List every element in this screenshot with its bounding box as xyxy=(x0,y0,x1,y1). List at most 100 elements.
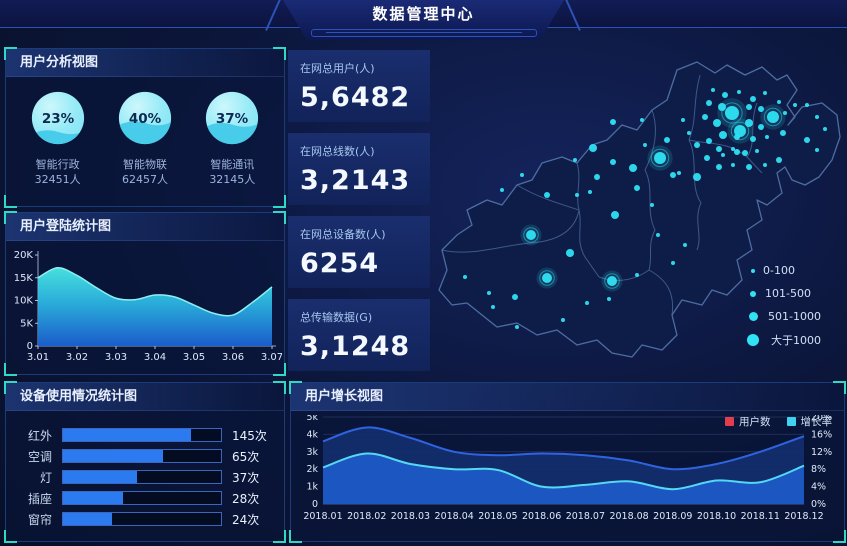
legend-label: 用户数 xyxy=(739,416,771,428)
stat-label: 在网总线数(人) xyxy=(300,145,375,158)
svg-text:0: 0 xyxy=(312,499,318,510)
svg-text:16%: 16% xyxy=(811,429,832,440)
legend-dot-icon xyxy=(751,268,755,273)
bar-value-label: 24次 xyxy=(232,512,260,527)
svg-text:10K: 10K xyxy=(14,296,34,307)
legend-dot-icon xyxy=(747,333,759,346)
legend-dot-icon xyxy=(748,312,758,321)
login-area-chart: 0 5K 10K 15K 20K 3.01 3.02 3.03 3.04 3.05 3.06 3.07 xyxy=(14,250,282,363)
bar-value-label: 145次 xyxy=(232,428,267,443)
panel-user-analysis: 用户分析视图 23% 智能行政 32451人 40% 智能物联 62457人 37% 智能通讯… xyxy=(4,47,286,208)
svg-text:23%: 23% xyxy=(41,111,74,127)
bar-category-label: 红外 xyxy=(27,428,52,443)
svg-text:0: 0 xyxy=(27,341,33,352)
stat-card: 在网总设备数(人) 6254 xyxy=(288,216,430,288)
svg-text:2018.05: 2018.05 xyxy=(478,511,517,522)
map-legend-item: 101-500 xyxy=(747,282,821,305)
bar-row: 空调 65次 xyxy=(14,446,274,466)
svg-text:2018.06: 2018.06 xyxy=(522,511,561,522)
svg-text:3.06: 3.06 xyxy=(222,352,244,363)
legend-swatch-icon xyxy=(786,417,796,426)
corner-bracket-icon xyxy=(4,530,17,543)
svg-text:12%: 12% xyxy=(811,447,832,458)
svg-text:2018.02: 2018.02 xyxy=(347,511,386,522)
stat-card: 在网总线数(人) 3,2143 xyxy=(288,133,430,205)
svg-text:15K: 15K xyxy=(14,273,34,284)
stat-label: 在网总用户(人) xyxy=(300,62,375,75)
corner-bracket-icon xyxy=(273,530,286,543)
bar-category-label: 插座 xyxy=(27,491,52,506)
liquid-gauge: 40% 智能物联 62457人 xyxy=(103,89,187,188)
header-base-ornament xyxy=(310,29,537,37)
svg-text:1k: 1k xyxy=(306,482,318,493)
bar-track xyxy=(62,428,222,442)
bar-fill xyxy=(63,471,138,483)
map-legend: 0-100 101-500 501-1000 大于1000 xyxy=(747,259,821,351)
panel-title: 设备使用情况统计图 xyxy=(6,383,284,411)
bar-row: 灯 37次 xyxy=(14,467,274,487)
growth-area-chart: 0 0% 1k 4% 2k 8% 3k 12% 4k 16% 5k 20% 2018.01 2018.02… xyxy=(303,415,832,522)
svg-text:3k: 3k xyxy=(306,447,318,458)
gauge-circle-icon: 40% xyxy=(118,91,172,145)
svg-text:2018.04: 2018.04 xyxy=(435,511,474,522)
legend-label: 501-1000 xyxy=(768,310,821,323)
legend-label: 101-500 xyxy=(765,287,811,300)
svg-text:4k: 4k xyxy=(306,429,318,440)
bar-value-label: 65次 xyxy=(232,449,260,464)
map-legend-item: 大于1000 xyxy=(747,328,821,351)
growth-chart-legend: 用户数 增长率 xyxy=(725,414,832,429)
gauge-circle-icon: 37% xyxy=(206,91,259,145)
svg-text:3.07: 3.07 xyxy=(261,352,282,363)
svg-text:40%: 40% xyxy=(129,111,162,127)
svg-text:3.02: 3.02 xyxy=(66,352,88,363)
bar-row: 窗帘 24次 xyxy=(14,509,274,529)
svg-text:20%: 20% xyxy=(811,415,832,423)
legend-label: 0-100 xyxy=(763,264,795,277)
device-bar-chart: 红外 145次空调 65次灯 37次插座 28次 窗帘 24次 xyxy=(6,411,284,529)
legend-label: 增长率 xyxy=(800,416,833,428)
region-map: 0-100 101-500 501-1000 大于1000 xyxy=(427,45,845,380)
bar-row: 插座 28次 xyxy=(14,488,274,508)
svg-text:2018.11: 2018.11 xyxy=(741,511,780,522)
bar-fill xyxy=(63,513,112,525)
svg-text:2018.03: 2018.03 xyxy=(391,511,430,522)
header-title-plate: 数据管理中心 xyxy=(283,0,564,40)
svg-text:8%: 8% xyxy=(811,464,826,475)
stat-value: 3,2143 xyxy=(300,165,411,196)
svg-text:5k: 5k xyxy=(306,415,318,423)
svg-text:2018.08: 2018.08 xyxy=(609,511,648,522)
bar-track xyxy=(62,470,222,484)
panel-user-growth: 用户增长视图 用户数 增长率 0 0% 1k 4% 2k 8% 3k 12% 4k 16% 5k 20%… xyxy=(289,381,846,543)
bar-category-label: 灯 xyxy=(39,470,52,485)
bar-track xyxy=(62,449,222,463)
bar-fill xyxy=(63,450,163,462)
svg-text:2018.09: 2018.09 xyxy=(653,511,692,522)
stat-card: 总传输数据(G) 3,1248 xyxy=(288,299,430,371)
map-bubbles xyxy=(463,88,827,329)
legend-item[interactable]: 增长率 xyxy=(786,414,833,429)
bar-value-label: 37次 xyxy=(232,470,260,485)
stat-cards: 在网总用户(人) 5,6482 在网总线数(人) 3,2143 在网总设备数(人) 625… xyxy=(288,50,430,371)
gauge-label: 智能通讯 32145人 xyxy=(209,158,256,186)
stat-card: 在网总用户(人) 5,6482 xyxy=(288,50,430,122)
legend-dot-icon xyxy=(750,290,756,297)
gauge-label: 智能物联 62457人 xyxy=(121,158,168,186)
svg-text:2018.01: 2018.01 xyxy=(303,511,342,522)
svg-text:3.04: 3.04 xyxy=(144,352,166,363)
svg-text:2018.12: 2018.12 xyxy=(784,511,823,522)
legend-item[interactable]: 用户数 xyxy=(725,414,771,429)
svg-text:0%: 0% xyxy=(811,499,826,510)
gauge-label: 智能行政 32451人 xyxy=(34,158,81,186)
stat-value: 5,6482 xyxy=(300,82,411,113)
gauge-group: 23% 智能行政 32451人 40% 智能物联 62457人 37% 智能通讯 32145人 xyxy=(6,77,284,188)
bar-track xyxy=(62,512,222,526)
gauge-circle-icon: 23% xyxy=(31,91,84,145)
map-svg xyxy=(438,61,841,358)
liquid-gauge: 37% 智能通讯 32145人 xyxy=(190,89,274,188)
svg-text:4%: 4% xyxy=(811,482,826,493)
map-legend-item: 0-100 xyxy=(747,259,821,282)
map-legend-item: 501-1000 xyxy=(747,305,821,328)
svg-text:3.01: 3.01 xyxy=(27,352,49,363)
map-district-borders xyxy=(441,74,763,316)
corner-bracket-icon xyxy=(4,195,17,208)
